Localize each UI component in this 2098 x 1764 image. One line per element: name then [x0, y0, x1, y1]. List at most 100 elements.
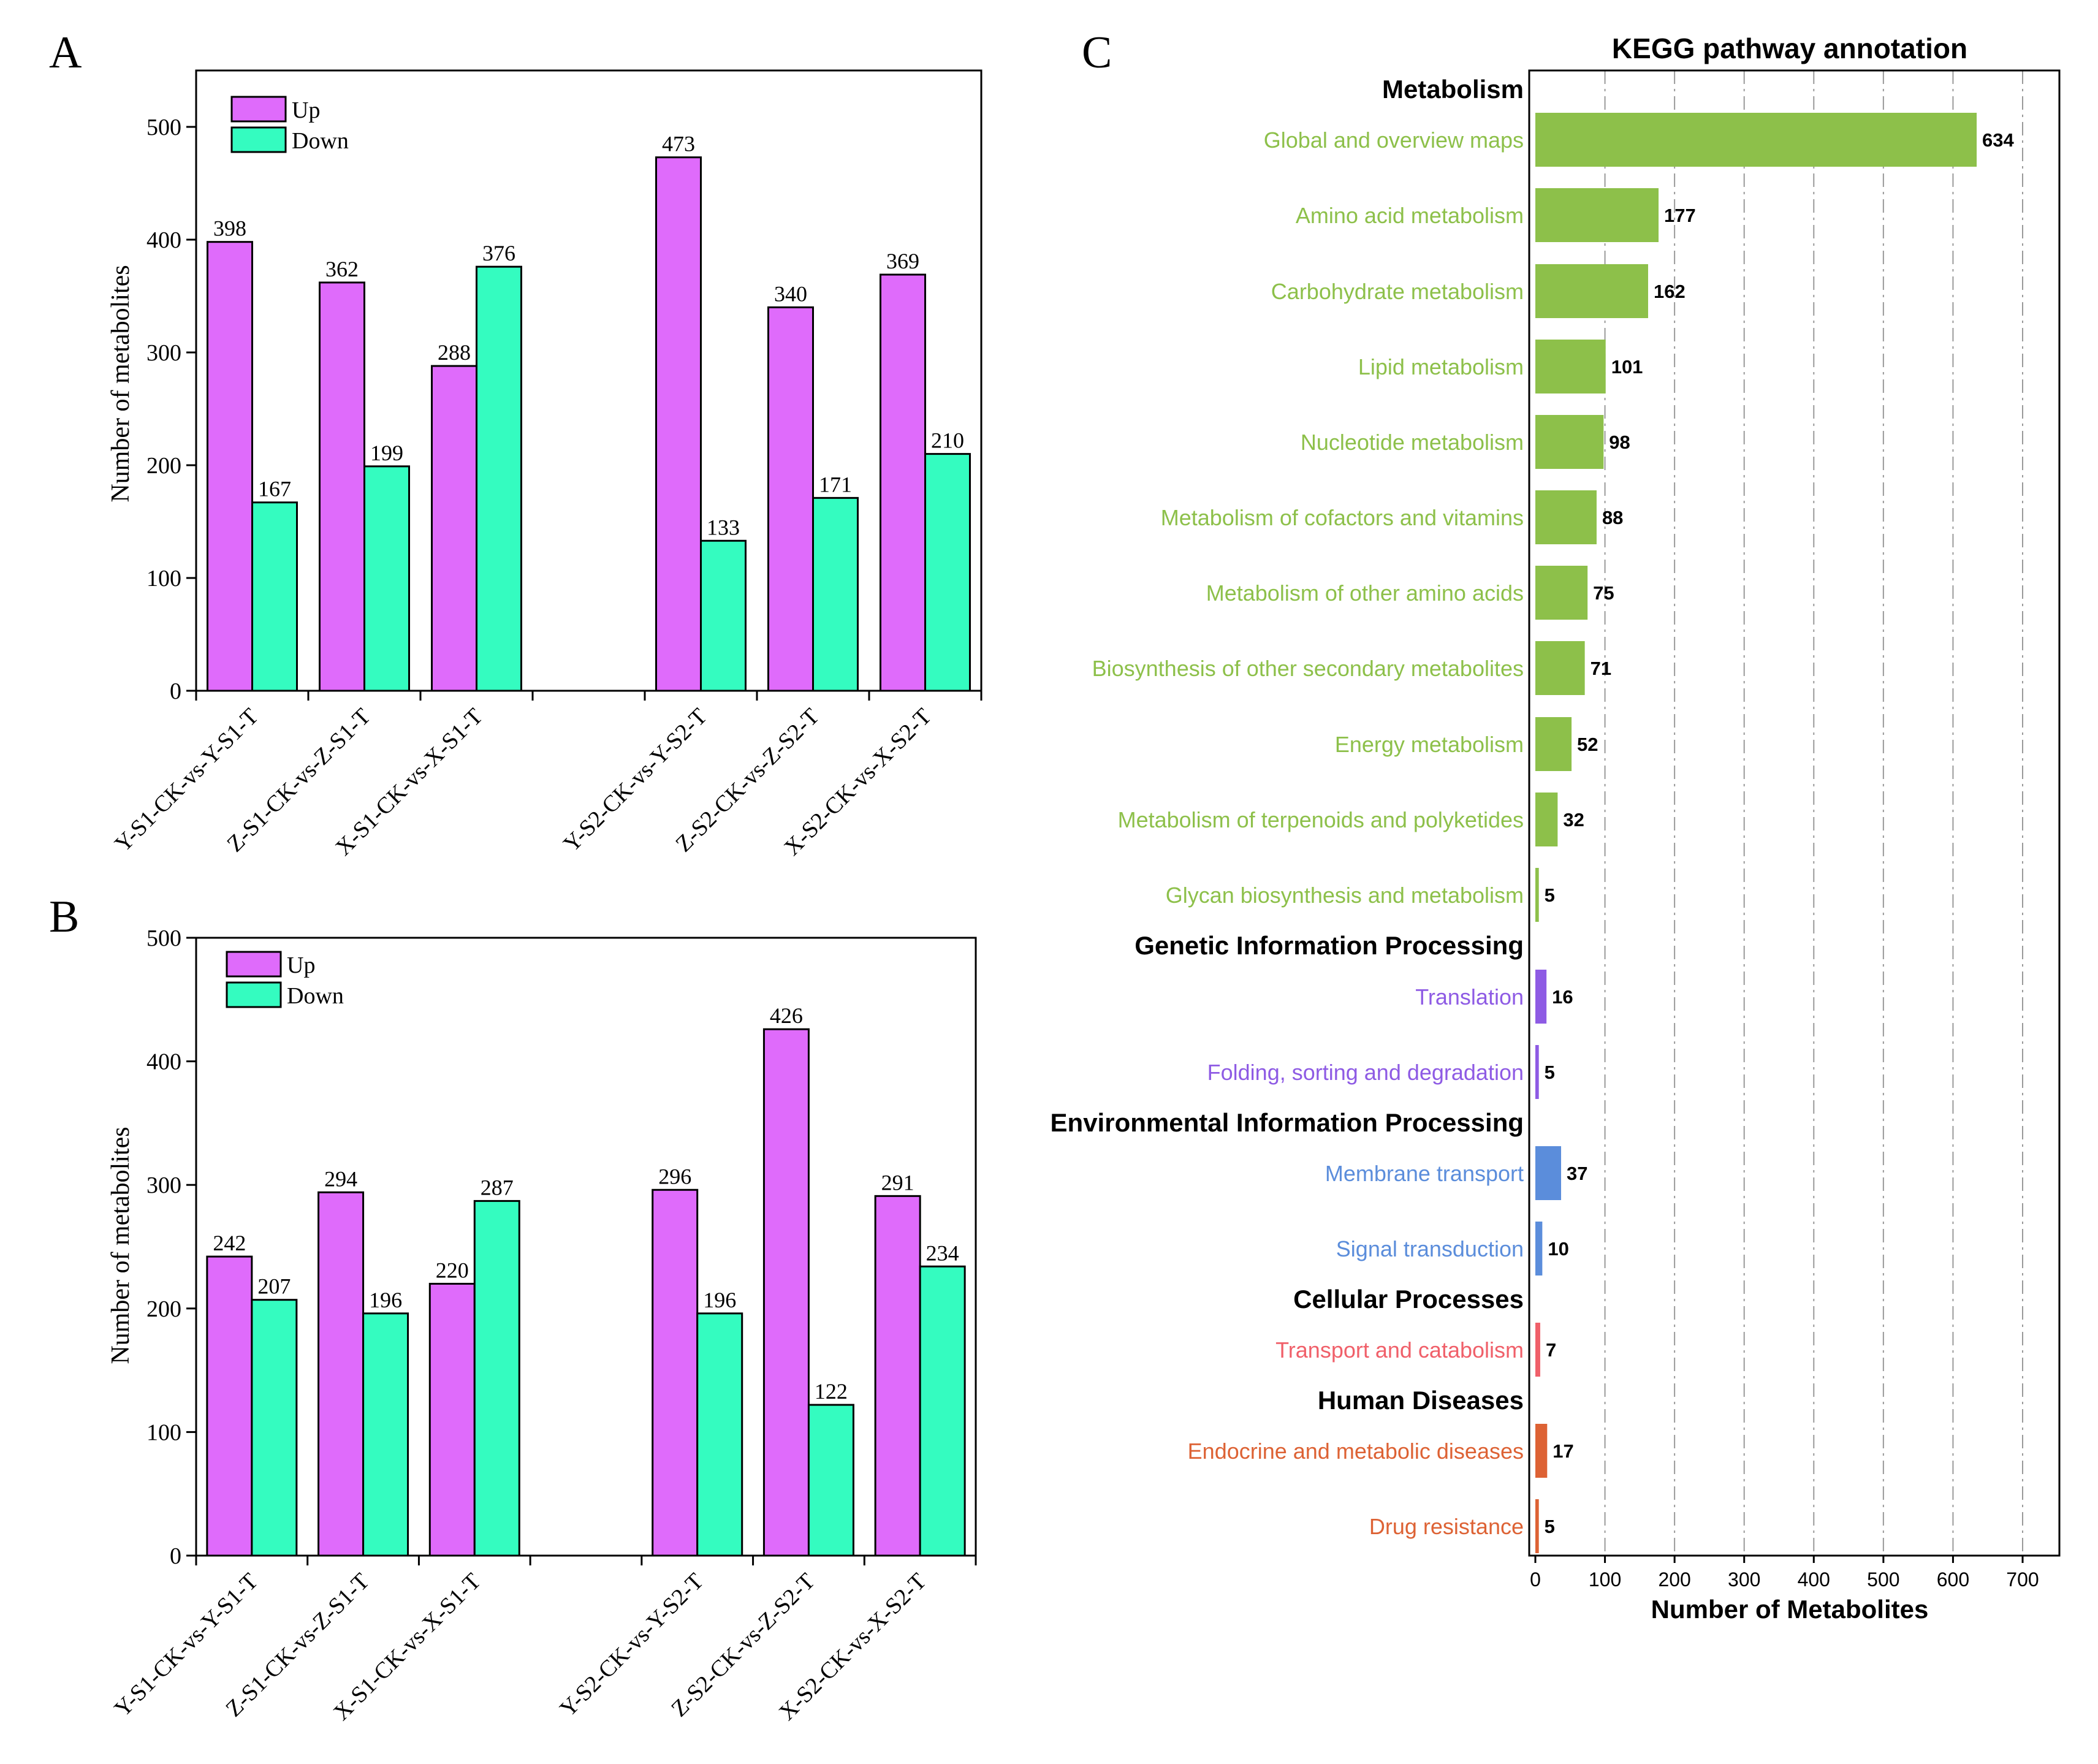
bar-down [924, 453, 971, 692]
bar-value-label: 71 [1591, 658, 1611, 679]
pathway-bar [1535, 1146, 1562, 1200]
x-tick-label: 500 [1867, 1568, 1899, 1591]
pathway-label: Carbohydrate metabolism [1271, 279, 1524, 304]
legend-label-down: Down [292, 128, 349, 154]
bar-up [317, 1191, 365, 1557]
bar-value-label: 634 [1982, 129, 2014, 151]
bar-up-value-label: 288 [438, 340, 471, 365]
pathway-label: Endocrine and metabolic diseases [1188, 1439, 1524, 1464]
panel-c-x-axis-label: Number of Metabolites [1651, 1595, 1929, 1624]
bar-down [476, 265, 522, 692]
y-tick-label: 500 [146, 115, 181, 140]
x-tick-label: 100 [1589, 1568, 1621, 1591]
bar-down [700, 539, 747, 692]
bar-down-value-label: 234 [926, 1241, 959, 1265]
bar-up [762, 1028, 810, 1557]
category-heading: Genetic Information Processing [1135, 931, 1524, 960]
bar-value-label: 52 [1577, 734, 1598, 755]
pathway-bar [1535, 641, 1585, 695]
chart-panel-c: KEGG pathway annotation Number of Metabo… [1051, 32, 2061, 1624]
bar-value-label: 5 [1545, 884, 1555, 906]
bar-up [431, 365, 477, 692]
bar-down-value-label: 199 [370, 441, 403, 465]
bar-up-value-label: 398 [213, 216, 246, 241]
y-tick-label: 500 [146, 926, 181, 951]
y-tick-label: 0 [170, 1543, 181, 1569]
bar-value-label: 7 [1546, 1339, 1556, 1361]
pathway-bar [1535, 970, 1547, 1024]
pathway-bar [1535, 188, 1659, 242]
pathway-label: Global and overview maps [1264, 127, 1524, 153]
pathway-label: Folding, sorting and degradation [1207, 1060, 1524, 1085]
x-tick-label: 200 [1658, 1568, 1690, 1591]
category-heading: Human Diseases [1318, 1386, 1524, 1415]
legend-swatch-up [226, 951, 282, 978]
bar-value-label: 32 [1563, 809, 1584, 831]
panel-b-y-axis-label: Number of metabolites [107, 1127, 135, 1364]
bar-down-value-label: 196 [703, 1288, 736, 1312]
panel-a-legend: Up Down [230, 96, 349, 154]
bar-down-value-label: 122 [815, 1379, 848, 1404]
bar-down [919, 1265, 966, 1557]
category-heading: Metabolism [1382, 75, 1524, 104]
bar-down-value-label: 207 [257, 1274, 291, 1299]
bar-up [655, 156, 702, 692]
bar-up-value-label: 296 [658, 1164, 691, 1188]
x-tick-label: 300 [1728, 1568, 1760, 1591]
legend-swatch-down [230, 126, 287, 153]
bar-down [362, 1312, 409, 1557]
bar-down-value-label: 171 [819, 472, 852, 496]
y-tick-label: 100 [146, 566, 181, 591]
bar-down [251, 1299, 298, 1557]
pathway-label: Drug resistance [1369, 1514, 1524, 1539]
pathway-bar [1535, 340, 1606, 393]
panel-b-legend: Up Down [226, 951, 344, 1009]
y-tick-label: 300 [146, 340, 181, 366]
plot-frame [1528, 69, 2061, 1557]
bar-down-value-label: 287 [481, 1175, 514, 1199]
y-tick-label: 200 [146, 1296, 181, 1322]
panel-a-y-axis-label: Number of metabolites [107, 265, 135, 502]
bar-value-label: 162 [1654, 281, 1686, 302]
panel-label-c: C [1082, 28, 1112, 78]
y-tick-label: 100 [146, 1420, 181, 1445]
pathway-bar [1535, 415, 1604, 469]
y-tick-label: 400 [146, 1049, 181, 1075]
bar-up [207, 241, 253, 692]
pathway-label: Biosynthesis of other secondary metaboli… [1092, 656, 1524, 681]
bar-down-value-label: 133 [707, 515, 740, 539]
bar-down [473, 1199, 520, 1557]
pathway-bar [1535, 264, 1648, 318]
pathway-bar [1535, 717, 1572, 771]
bar-down-value-label: 210 [931, 428, 964, 453]
bar-down [807, 1404, 854, 1557]
bar-down [251, 501, 298, 692]
x-tick-label: 700 [2006, 1568, 2039, 1591]
pathway-label: Glycan biosynthesis and metabolism [1166, 883, 1524, 908]
pathway-bar [1535, 793, 1558, 846]
bar-up [767, 306, 814, 692]
bar-down-value-label: 196 [369, 1288, 402, 1312]
y-tick-label: 300 [146, 1173, 181, 1198]
pathway-label: Energy metabolism [1335, 732, 1524, 757]
bar-up-value-label: 426 [770, 1003, 803, 1028]
bar-up [880, 273, 926, 692]
legend-label-up: Up [287, 952, 315, 978]
pathway-label: Lipid metabolism [1358, 354, 1524, 379]
legend-label-down: Down [287, 983, 344, 1009]
pathway-bar [1535, 868, 1539, 922]
bar-down-value-label: 376 [482, 241, 515, 265]
bar-up-value-label: 369 [886, 249, 919, 273]
bar-value-label: 5 [1545, 1062, 1555, 1083]
bar-value-label: 10 [1548, 1238, 1568, 1260]
pathway-label: Metabolism of other amino acids [1206, 580, 1524, 606]
bar-up-value-label: 473 [662, 132, 695, 156]
pathway-bar [1535, 1424, 1548, 1478]
bar-up [206, 1255, 253, 1557]
pathway-bar [1535, 1499, 1539, 1553]
bar-down [363, 465, 410, 692]
y-tick-label: 200 [146, 453, 181, 479]
bar-value-label: 101 [1611, 356, 1643, 378]
pathway-label: Signal transduction [1336, 1236, 1524, 1261]
